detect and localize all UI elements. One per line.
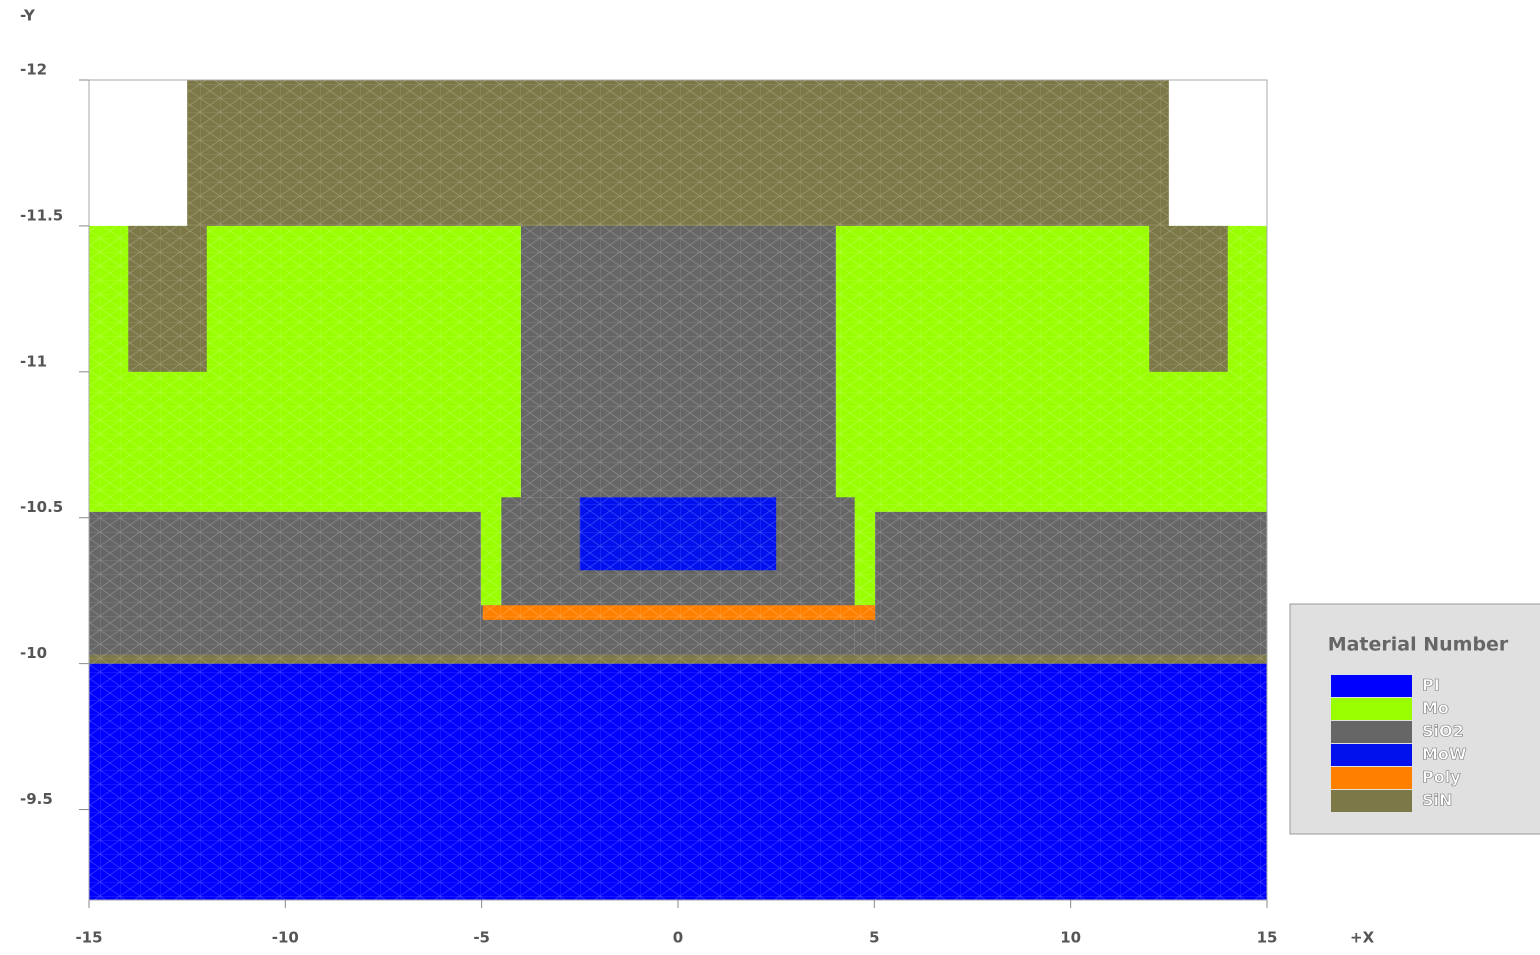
y-tick-label: -11.5 xyxy=(20,206,63,224)
mesh xyxy=(128,226,207,372)
y-tick-label: -10.5 xyxy=(20,498,63,516)
legend-label: Poly xyxy=(1422,768,1461,787)
mesh xyxy=(89,655,1267,664)
x-tick-label: -5 xyxy=(473,929,490,947)
legend-label: PI xyxy=(1422,676,1440,695)
legend-swatch xyxy=(1331,790,1412,812)
x-axis-label: +X xyxy=(1350,929,1375,947)
legend-swatch xyxy=(1331,767,1412,789)
y-tick-label: -10 xyxy=(20,644,47,662)
y-tick-label: -11 xyxy=(20,352,47,370)
mesh xyxy=(1149,226,1228,372)
mesh xyxy=(89,664,1267,900)
legend-title: Material Number xyxy=(1328,634,1509,656)
y-tick-label: -12 xyxy=(20,61,47,79)
mesh xyxy=(875,512,1267,655)
legend-swatch xyxy=(1331,721,1412,743)
y-axis-label: -Y xyxy=(20,7,36,25)
mesh xyxy=(481,497,501,605)
mesh xyxy=(483,605,875,620)
legend-label: Mo xyxy=(1422,699,1449,718)
x-tick-label: 15 xyxy=(1257,929,1278,947)
x-tick-label: -15 xyxy=(75,929,102,947)
x-tick-label: -10 xyxy=(272,929,299,947)
legend-swatch xyxy=(1331,698,1412,720)
x-tick-label: 10 xyxy=(1060,929,1081,947)
y-tick-label: -9.5 xyxy=(20,790,53,808)
legend-label: SiN xyxy=(1422,791,1452,810)
mesh xyxy=(187,80,1169,226)
legend-swatch xyxy=(1331,675,1412,697)
mesh xyxy=(580,497,776,570)
mesh xyxy=(89,512,481,655)
x-tick-label: 5 xyxy=(869,929,879,947)
chart: -Y +X Material Number -15 -10 -5 0 5 10 15 -12 -… xyxy=(0,0,1540,951)
mesh xyxy=(855,497,875,605)
x-tick-label: 0 xyxy=(673,929,683,947)
legend-label: MoW xyxy=(1422,745,1467,764)
legend-label: SiO2 xyxy=(1422,722,1464,741)
legend-swatch xyxy=(1331,744,1412,766)
mesh xyxy=(521,226,836,497)
